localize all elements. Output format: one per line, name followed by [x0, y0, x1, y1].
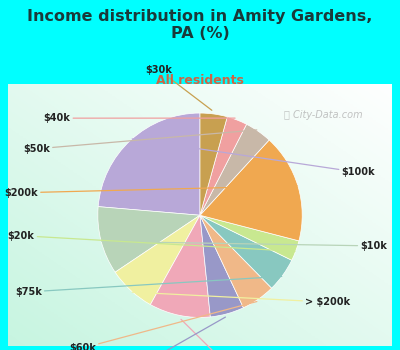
Text: Income distribution in Amity Gardens,
PA (%): Income distribution in Amity Gardens, PA…	[27, 9, 373, 41]
Wedge shape	[200, 215, 272, 308]
Wedge shape	[200, 117, 246, 215]
Text: $30k: $30k	[146, 65, 212, 110]
Wedge shape	[98, 113, 200, 215]
Wedge shape	[150, 215, 210, 317]
Text: $60k: $60k	[69, 302, 257, 350]
Text: $125k: $125k	[122, 317, 226, 350]
Text: ⓘ City-Data.com: ⓘ City-Data.com	[284, 111, 362, 120]
Wedge shape	[200, 113, 227, 215]
Wedge shape	[200, 215, 299, 260]
Text: $200k: $200k	[4, 186, 297, 198]
Wedge shape	[200, 124, 269, 215]
Text: $10k: $10k	[102, 241, 387, 251]
Text: $75k: $75k	[15, 276, 282, 297]
Wedge shape	[115, 215, 200, 304]
Wedge shape	[200, 215, 244, 317]
Text: $150k: $150k	[181, 319, 242, 350]
Text: $20k: $20k	[8, 231, 295, 251]
Wedge shape	[98, 206, 200, 272]
Text: $40k: $40k	[44, 113, 235, 123]
Text: $50k: $50k	[23, 130, 257, 154]
Text: > $200k: > $200k	[132, 292, 350, 307]
Text: $100k: $100k	[132, 139, 375, 177]
Text: All residents: All residents	[156, 74, 244, 86]
Wedge shape	[200, 215, 292, 288]
Wedge shape	[200, 140, 302, 241]
